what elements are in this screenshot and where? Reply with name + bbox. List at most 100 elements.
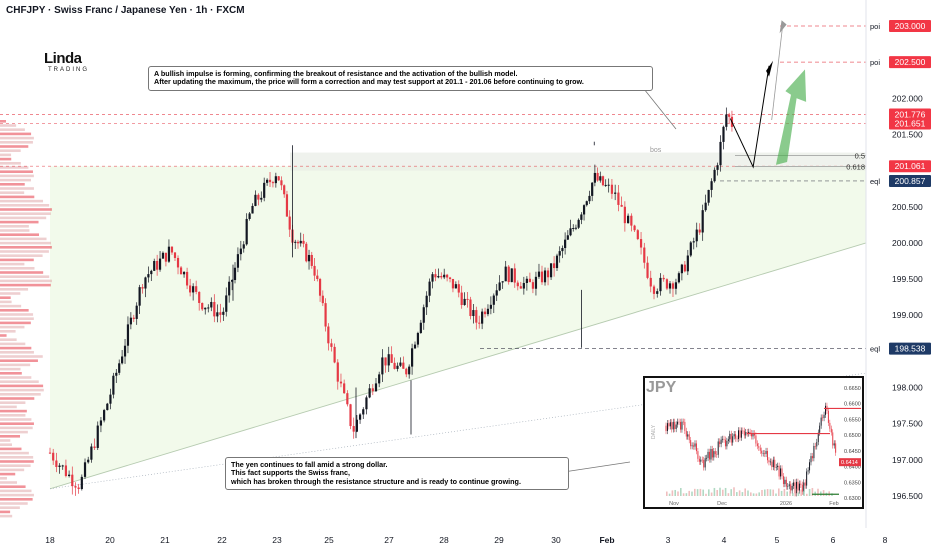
inset-candle	[782, 476, 784, 485]
candle-body	[402, 362, 405, 369]
candle-body	[299, 240, 302, 244]
candle-body	[725, 114, 728, 127]
volume-profile-bar	[0, 485, 26, 488]
projection-line-2	[771, 25, 783, 121]
inset-candle	[711, 449, 713, 458]
candle-body	[599, 176, 602, 181]
inset-candle	[668, 423, 670, 427]
price-tick-label: 202.000	[892, 93, 923, 103]
candle-body	[463, 298, 466, 306]
inset-volume-bar	[666, 491, 668, 496]
volume-profile-bar	[0, 271, 44, 274]
candle-body	[572, 227, 575, 229]
candle-body	[610, 184, 614, 194]
volume-profile-bar	[0, 279, 52, 283]
price-tag-201.776: 201.776	[895, 110, 926, 120]
price-tag-bg	[889, 174, 931, 187]
candle-body	[333, 346, 336, 363]
inset-candle	[720, 439, 722, 445]
candle-body	[722, 126, 725, 142]
inset-candle	[688, 434, 690, 441]
inset-candle	[669, 422, 671, 427]
candle-body	[498, 282, 501, 291]
candle-body	[330, 343, 333, 347]
volume-profile-bar	[0, 380, 39, 383]
inset-volume-bar	[694, 488, 696, 496]
inset-candle	[819, 425, 821, 433]
inset-volume-bar	[736, 492, 738, 496]
volume-profile-bar	[0, 502, 28, 505]
candle-body	[525, 278, 528, 283]
inset-volume-bar	[747, 490, 749, 496]
inset-candle	[790, 484, 792, 491]
inset-candle	[810, 456, 812, 463]
candle-body	[216, 312, 219, 317]
candle-body	[239, 248, 242, 255]
candle-body	[405, 368, 408, 375]
brand-logo: Linda TRADING	[44, 50, 124, 80]
candle-body	[74, 486, 77, 488]
volume-profile-bar	[0, 388, 44, 392]
inset-candle	[740, 430, 742, 438]
inset-candle	[827, 410, 829, 423]
candle-body	[662, 277, 665, 280]
volume-profile-bar	[0, 514, 13, 518]
inset-candle	[825, 405, 826, 415]
price-tag-bg	[889, 108, 931, 121]
candle-body	[393, 362, 396, 369]
candle-body	[701, 210, 704, 233]
inset-candle	[756, 443, 758, 447]
inset-candle	[672, 421, 674, 430]
volume-profile-bar	[0, 141, 33, 144]
inset-candle	[722, 438, 724, 440]
candle-body	[495, 290, 498, 296]
candle-body	[339, 381, 343, 384]
inset-candle	[685, 430, 687, 437]
candle-body	[387, 354, 390, 366]
inset-x-tick: Dec	[717, 501, 727, 507]
candle-body	[522, 282, 525, 289]
candle-body	[87, 459, 90, 463]
candle-body	[109, 394, 112, 404]
volume-profile-bar	[0, 317, 34, 320]
inset-candle	[772, 459, 774, 468]
volume-profile-bar	[0, 229, 30, 232]
volume-profile-bar	[0, 359, 38, 362]
volume-profile-bar	[0, 212, 51, 215]
candle-body	[582, 205, 586, 215]
inset-candle	[835, 443, 837, 453]
candle-body	[213, 301, 216, 317]
time-tick-label: 22	[217, 535, 227, 545]
inset-candle	[829, 422, 831, 429]
volume-profile-bar	[0, 338, 17, 341]
inset-x-tick: Feb	[829, 501, 838, 507]
candle-body	[492, 295, 495, 305]
volume-profile-bar	[0, 237, 47, 241]
candle-body	[55, 460, 58, 467]
inset-candle	[717, 441, 719, 455]
inset-candle	[781, 468, 783, 477]
inset-candle	[719, 441, 721, 445]
level-tag-poi: poi	[870, 22, 880, 31]
inset-y-tick: 0.6500	[844, 433, 861, 439]
candle-body	[643, 247, 646, 263]
candle-body	[83, 462, 87, 477]
inset-candle	[820, 417, 822, 426]
candle-body	[630, 215, 633, 226]
candle-body	[198, 291, 201, 303]
candle-body	[90, 446, 93, 460]
candle-body	[683, 264, 686, 272]
inset-candle	[738, 430, 739, 439]
volume-profile-bar	[0, 262, 25, 266]
candle-body	[428, 281, 431, 296]
candle-body	[623, 206, 626, 224]
inset-candle	[710, 449, 712, 460]
inset-candle	[761, 450, 763, 454]
inset-candle	[695, 443, 697, 452]
logo-line-1: Linda	[44, 50, 82, 67]
candle-body	[349, 404, 352, 427]
volume-profile-bar	[0, 426, 33, 430]
candle-body	[596, 172, 599, 181]
inset-candle	[775, 466, 777, 468]
